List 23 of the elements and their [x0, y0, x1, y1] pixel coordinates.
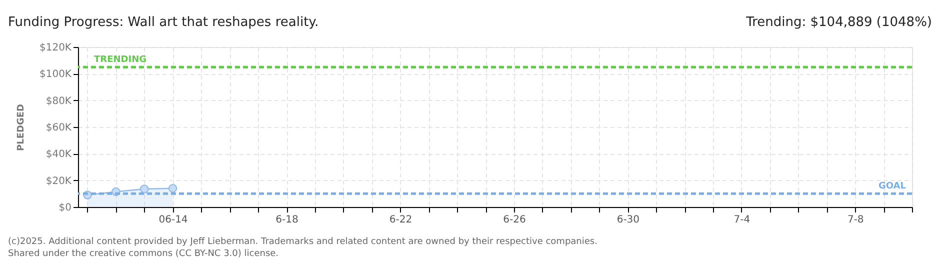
- x-tick-label: 7-4: [734, 214, 750, 226]
- text: (c)2025. Additional content provided by Jeff Lieberman. Trademarks and related content are owned by their respective companies.: [8, 237, 598, 247]
- x-tick-label: 6-18: [276, 214, 298, 226]
- y-tick-label: $120K: [39, 42, 72, 54]
- y-tick-label: $40K: [46, 149, 72, 160]
- chart-subtitle: Trending: $104,889 (1048%): [745, 15, 932, 30]
- text: Shared under the creative commons (CC BY-NC 3.0) license.: [8, 249, 279, 259]
- y-tick-label: $60K: [46, 122, 72, 134]
- y-tick-label: $0: [58, 202, 72, 214]
- x-tick-label: 6-30: [616, 214, 640, 226]
- point: [140, 184, 149, 194]
- x-tick-label: 7-8: [847, 214, 864, 226]
- ref-line-label: TRENDING: [94, 55, 146, 66]
- ref-line-label: GOAL: [878, 182, 906, 192]
- chart-title: Funding Progress: Wall art that reshapes reality.: [8, 15, 319, 30]
- x-tick-label: 06-14: [158, 214, 188, 226]
- y-tick-label: $80K: [46, 96, 72, 107]
- y-tick-label: $100K: [39, 69, 72, 80]
- x-tick-label: 6-26: [503, 214, 526, 226]
- y-tick-label: $20K: [46, 176, 72, 187]
- point: [168, 184, 178, 193]
- y-axis-title: PLEDGED: [16, 104, 26, 151]
- x-tick-label: 6-22: [389, 214, 412, 226]
